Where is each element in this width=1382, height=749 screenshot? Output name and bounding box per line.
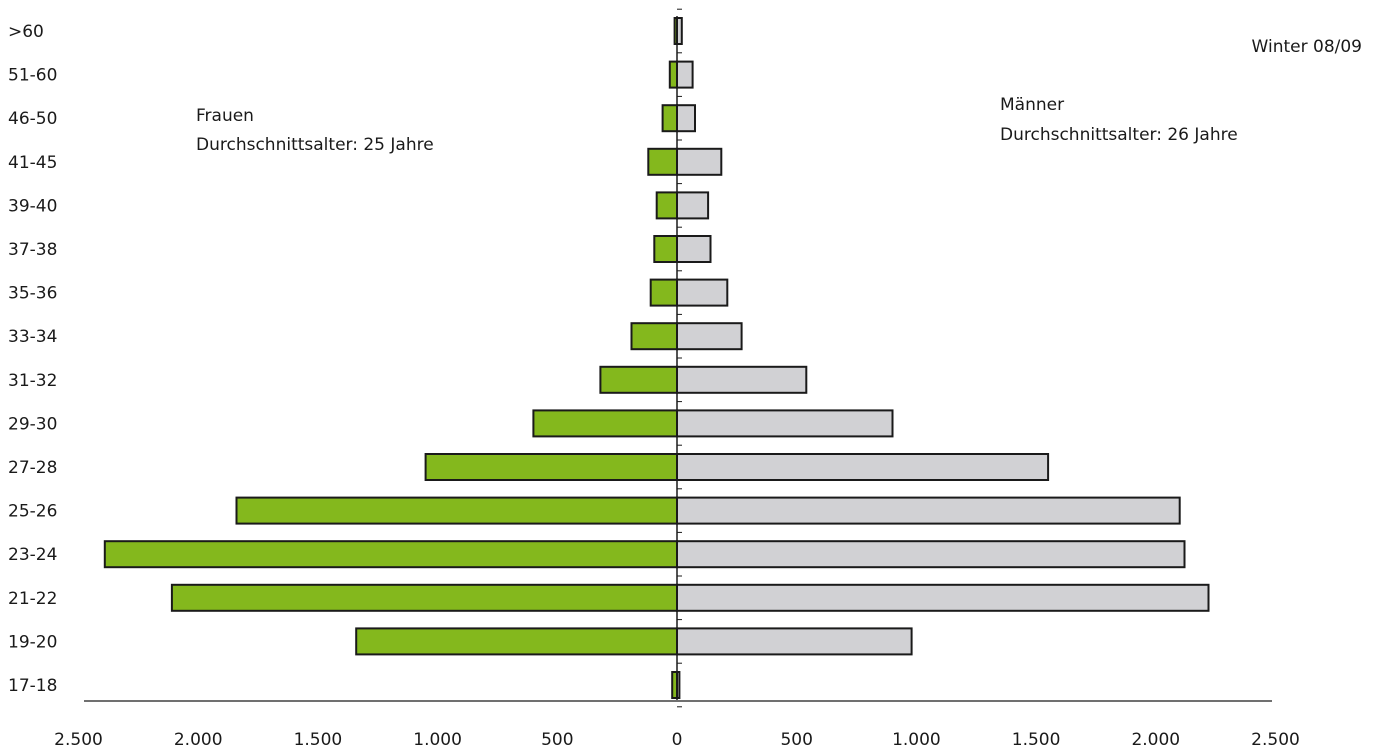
frauen-bar-4145 <box>647 147 678 176</box>
frauen-bar-2122 <box>170 583 678 612</box>
x-tick-label: 500 <box>541 730 573 749</box>
frauen-bar-3334 <box>630 322 678 351</box>
frauen-label: Frauen <box>196 106 254 126</box>
x-tick-labels: 2.500 2.000 1.500 1.000 500 0 500 1.000 1.500 2.0… <box>54 730 1300 749</box>
frauen-bar-3738 <box>653 235 678 263</box>
category-label: >60 <box>8 22 44 42</box>
frauen-bar-2324 <box>103 540 679 569</box>
frauen-bar-2526 <box>235 496 678 525</box>
x-tick-label: 500 <box>780 730 812 749</box>
category-label: 41-45 <box>8 153 57 173</box>
category-label: 21-22 <box>8 589 57 609</box>
maenner-bar-3334 <box>676 322 743 351</box>
category-label: 39-40 <box>8 196 57 216</box>
maenner-bar-3940 <box>676 191 710 220</box>
frauen-bar-3132 <box>599 365 679 394</box>
x-tick-label: 2.000 <box>1131 730 1180 749</box>
maenner-label: Männer <box>1000 95 1064 115</box>
category-labels: >60 51-60 46-50 41-45 39-40 37-38 35-36 33-34 31… <box>8 22 57 696</box>
category-label: 17-18 <box>8 676 57 696</box>
frauen-bar-2728 <box>424 453 678 481</box>
x-tick-label: 1.000 <box>413 730 462 749</box>
category-label: 35-36 <box>8 284 57 304</box>
maenner-bar-4650 <box>676 104 696 133</box>
maenner-bar-3132 <box>676 365 808 394</box>
frauen-bar-2930 <box>532 409 679 438</box>
x-tick-label: 0 <box>672 730 683 749</box>
maenner-bar-1920 <box>676 627 913 656</box>
maenner-bar-5160 <box>676 60 694 89</box>
category-label: 27-28 <box>8 458 57 478</box>
x-tick-label: 1.500 <box>1012 730 1061 749</box>
center-axis-ticks <box>677 8 682 708</box>
category-label: 19-20 <box>8 632 57 652</box>
x-tick-label: 2.500 <box>1251 730 1300 749</box>
frauen-bar-1920 <box>355 627 678 656</box>
maenner-bar-4145 <box>676 147 723 176</box>
frauen-bar-4650 <box>661 104 678 133</box>
x-tick-label: 2.000 <box>174 730 223 749</box>
chart-title: Winter 08/09 <box>1252 37 1362 57</box>
maenner-bar-2526 <box>676 496 1181 525</box>
category-label: 33-34 <box>8 327 57 347</box>
maenner-bar-3738 <box>676 235 712 263</box>
category-label: 23-24 <box>8 545 57 565</box>
x-tick-label: 1.500 <box>294 730 343 749</box>
category-label: 46-50 <box>8 109 57 129</box>
category-label: 51-60 <box>8 66 57 86</box>
category-label: 29-30 <box>8 414 57 434</box>
x-tick-label: 1.000 <box>892 730 941 749</box>
maenner-average-age: Durchschnittsalter: 26 Jahre <box>1000 125 1238 145</box>
frauen-bar-5160 <box>668 60 678 89</box>
maenner-bar-2122 <box>676 583 1210 612</box>
category-label: 25-26 <box>8 502 57 522</box>
frauen-bar-3536 <box>649 278 679 307</box>
frauen-bar-3940 <box>655 191 679 220</box>
x-tick-label: 2.500 <box>54 730 103 749</box>
category-label: 37-38 <box>8 240 57 260</box>
maenner-bar-2324 <box>676 540 1186 569</box>
frauen-average-age: Durchschnittsalter: 25 Jahre <box>196 135 434 155</box>
bars-group <box>103 17 1210 699</box>
maenner-bar-3536 <box>676 278 729 307</box>
maenner-bar-2728 <box>676 453 1050 481</box>
maenner-bar-2930 <box>676 409 894 438</box>
category-label: 31-32 <box>8 371 57 391</box>
